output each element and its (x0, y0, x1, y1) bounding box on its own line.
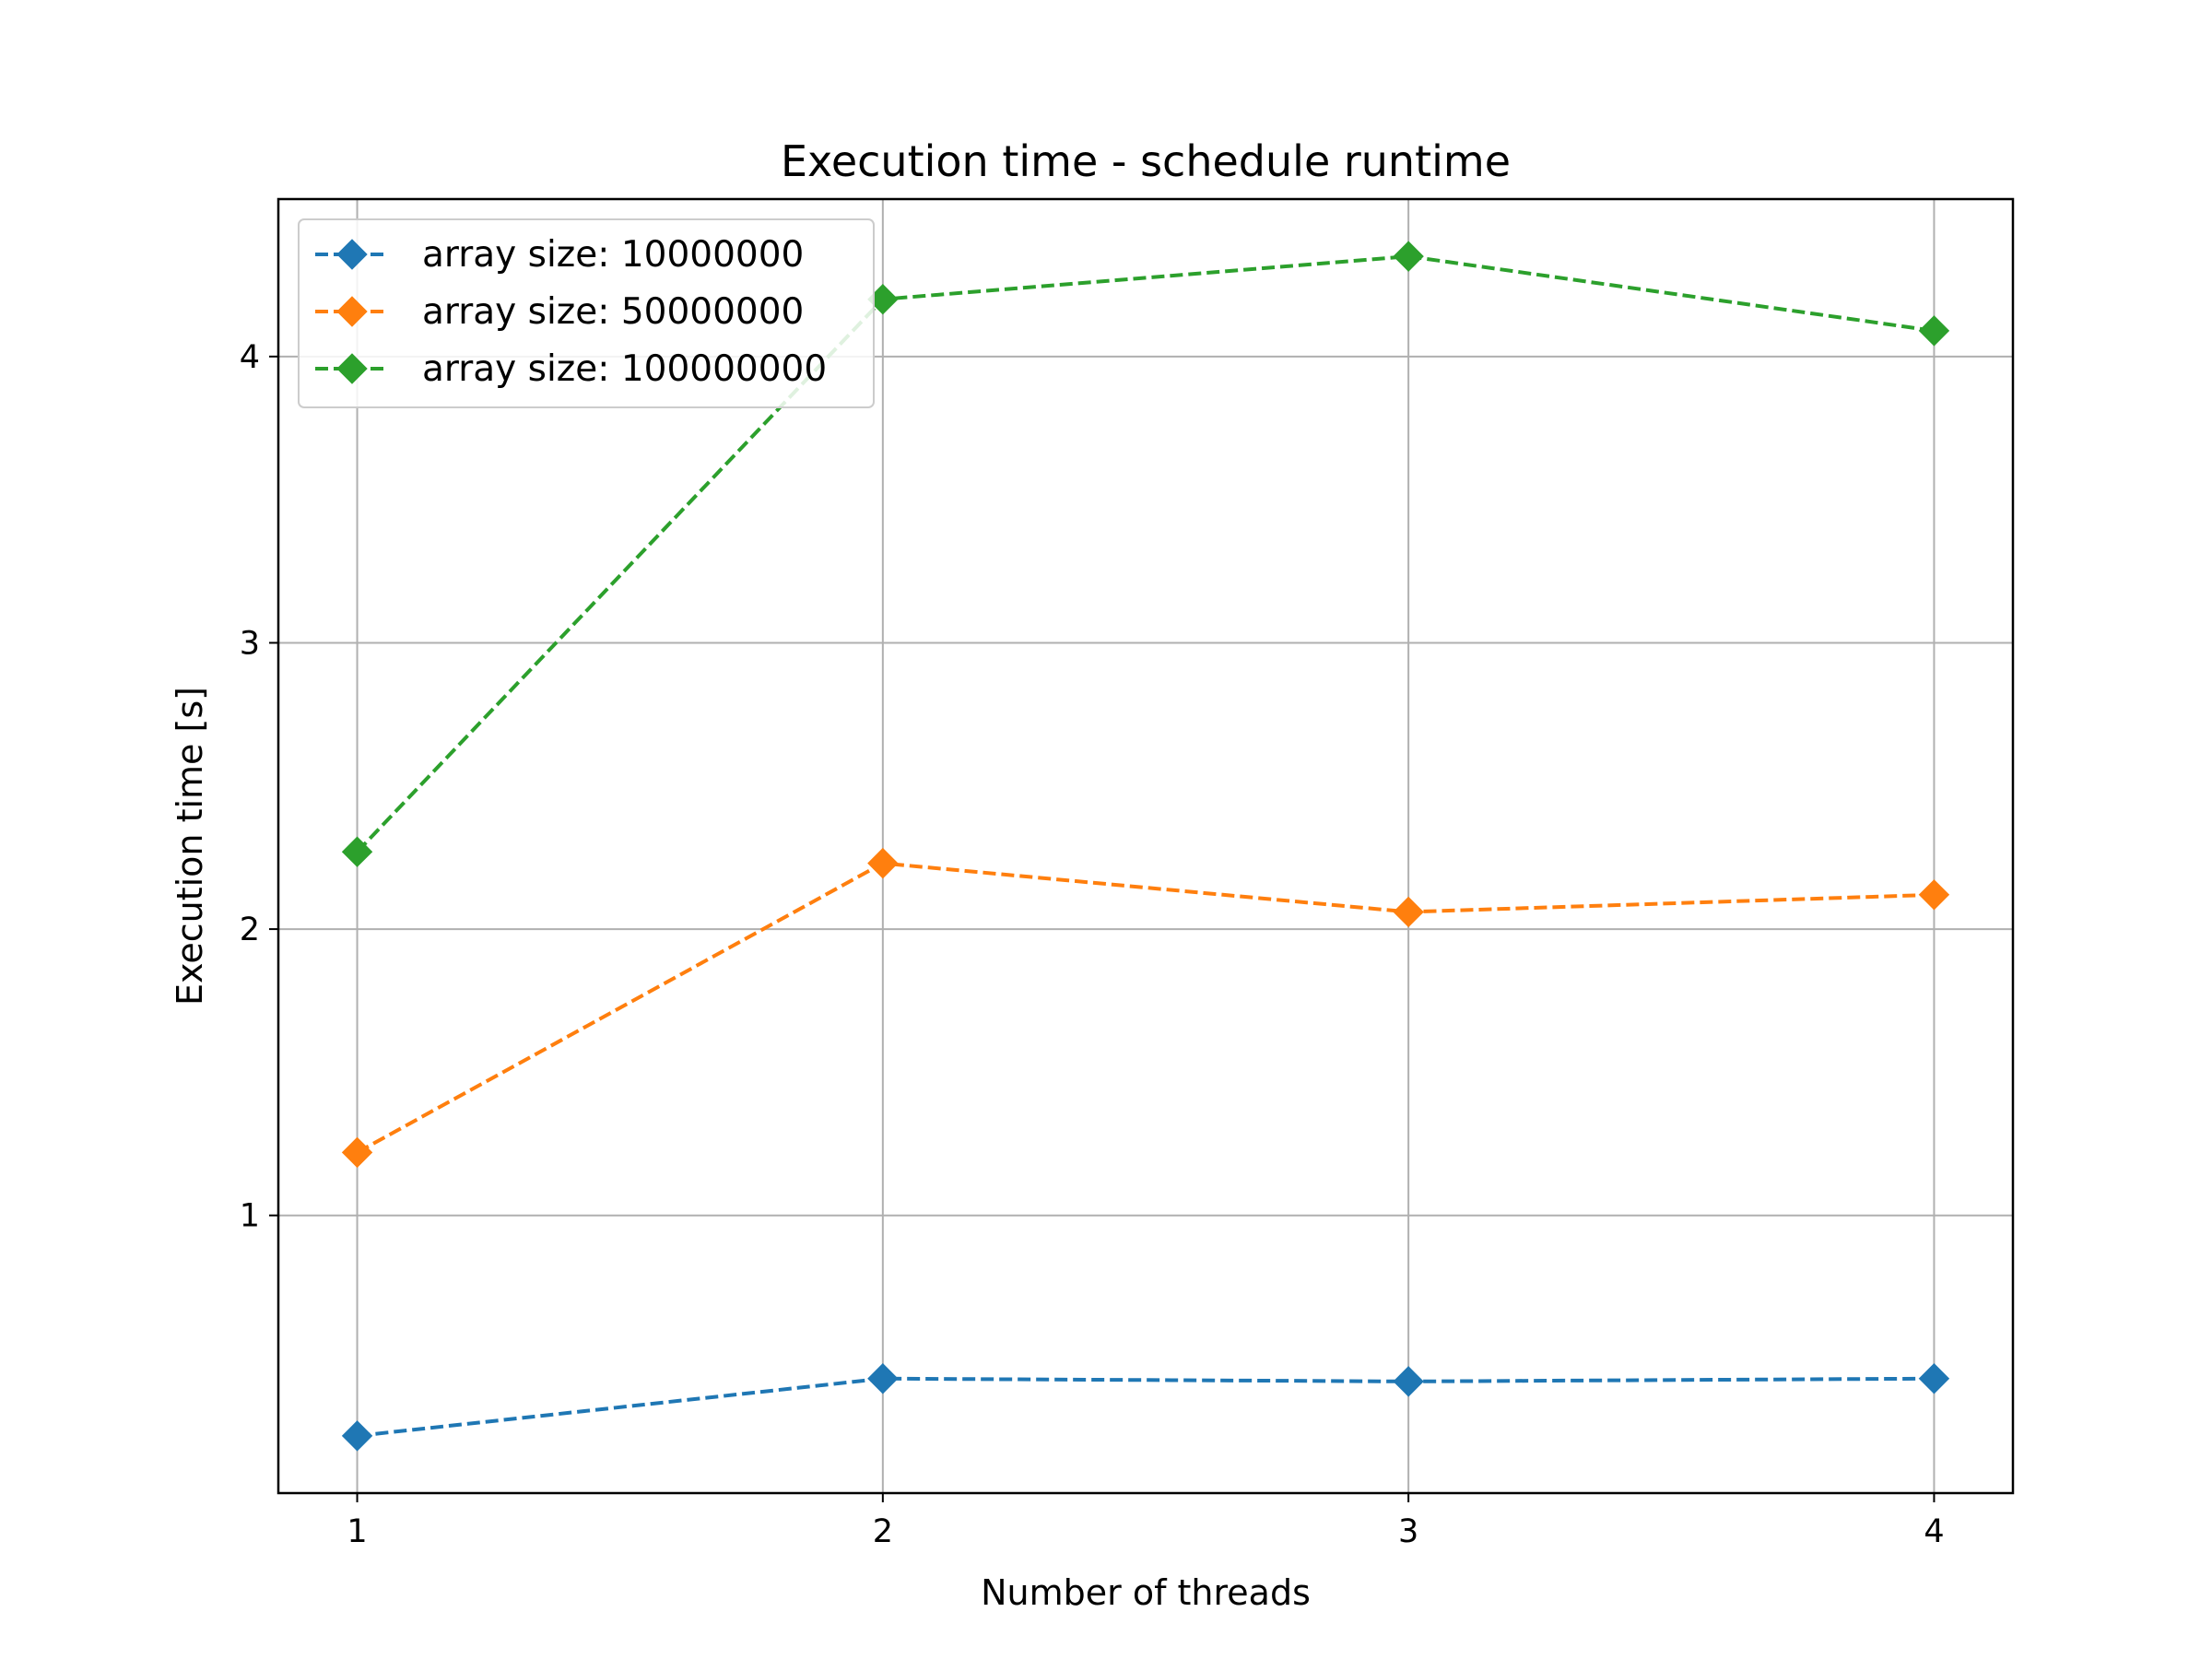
y-tick-label: 2 (240, 912, 260, 948)
series-line (357, 1376, 1935, 1438)
data-point (867, 1363, 899, 1394)
y-tick-label: 1 (240, 1198, 260, 1235)
series-line (356, 254, 1935, 853)
legend-item: array size: 100000000 (315, 348, 827, 390)
data-point (1393, 241, 1424, 272)
data-point (1918, 315, 1950, 347)
legend-marker (336, 296, 368, 327)
x-tick-label: 2 (873, 1513, 893, 1550)
plot-frame (276, 197, 2015, 1495)
y-tick-label: 3 (240, 625, 260, 662)
data-point (1918, 879, 1950, 911)
series-2 (341, 847, 1950, 1169)
legend-marker (336, 353, 368, 384)
series-layer (341, 241, 1950, 1452)
x-tick-label: 1 (347, 1513, 367, 1550)
data-point (1918, 1363, 1950, 1394)
series-line (356, 861, 1935, 1155)
y-axis-label: Execution time [s] (170, 687, 210, 1006)
data-point (1393, 1366, 1424, 1397)
legend-box (298, 218, 875, 408)
data-point (867, 847, 899, 879)
x-tick-label: 3 (1398, 1513, 1418, 1550)
ticks: 1 2 3 4 1 2 3 4 (240, 339, 1945, 1550)
data-point (341, 836, 373, 867)
legend: array size: 10000000 array size: 50000000… (298, 218, 875, 408)
legend-marker (336, 239, 368, 270)
legend-item: array size: 10000000 (315, 234, 804, 276)
chart-title: Execution time - schedule runtime (781, 136, 1511, 186)
series-1 (341, 1363, 1950, 1452)
data-point (341, 1136, 373, 1169)
legend-label: array size: 50000000 (422, 291, 804, 333)
x-axis-label: Number of threads (981, 1572, 1311, 1613)
data-point (341, 1420, 373, 1452)
legend-label: array size: 100000000 (422, 348, 827, 390)
x-tick-label: 4 (1924, 1513, 1944, 1550)
series-3 (341, 241, 1950, 867)
y-tick-label: 4 (240, 339, 260, 376)
legend-label: array size: 10000000 (422, 234, 804, 276)
legend-item: array size: 50000000 (315, 291, 804, 333)
data-point (1393, 896, 1424, 928)
